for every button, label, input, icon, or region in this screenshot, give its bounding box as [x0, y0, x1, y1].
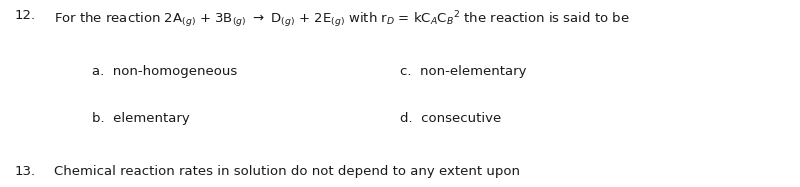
- Text: For the reaction 2A$_{(g)}$ + 3B$_{(g)}$ $\rightarrow$ D$_{(g)}$ + 2E$_{(g)}$ wi: For the reaction 2A$_{(g)}$ + 3B$_{(g)}$…: [54, 9, 630, 30]
- Text: 12.: 12.: [14, 9, 35, 22]
- Text: Chemical reaction rates in solution do not depend to any extent upon: Chemical reaction rates in solution do n…: [54, 165, 520, 178]
- Text: d.  consecutive: d. consecutive: [400, 112, 502, 125]
- Text: b.  elementary: b. elementary: [92, 112, 190, 125]
- Text: a.  non-homogeneous: a. non-homogeneous: [92, 65, 238, 79]
- Text: 13.: 13.: [14, 165, 35, 178]
- Text: c.  non-elementary: c. non-elementary: [400, 65, 526, 79]
